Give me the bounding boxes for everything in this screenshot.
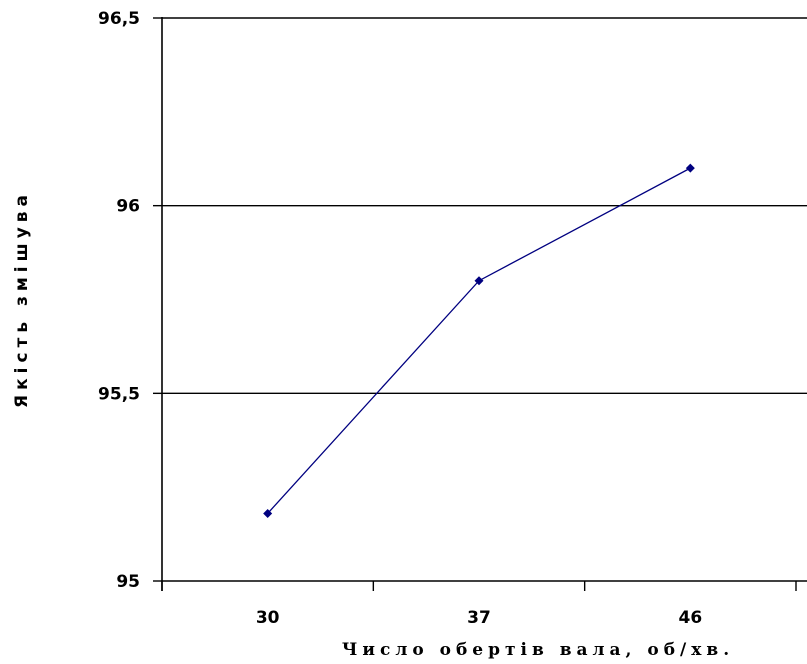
y-axis-ticks: 95 95,5 96 96,5 xyxy=(98,9,162,592)
y-tick-label-0: 95 xyxy=(116,572,140,592)
x-axis-ticks: 30 37 46 xyxy=(161,581,797,628)
y-tick-label-1: 95,5 xyxy=(98,384,140,404)
x-tick-label-1: 37 xyxy=(467,608,491,628)
y-axis-title: Якість змішува xyxy=(12,190,32,408)
y-tick-label-3: 96,5 xyxy=(98,9,140,29)
series-group xyxy=(263,163,695,518)
x-axis-title: Число обертів вала, об/хв. xyxy=(342,640,734,660)
series-line-0 xyxy=(267,167,691,514)
gridlines xyxy=(162,17,807,395)
data-point-0-1 xyxy=(474,276,484,286)
axes xyxy=(161,17,807,591)
x-tick-label-0: 30 xyxy=(256,608,280,628)
data-point-0-2 xyxy=(685,163,695,173)
y-tick-label-2: 96 xyxy=(116,197,140,217)
data-point-0-0 xyxy=(263,508,273,518)
x-tick-label-2: 46 xyxy=(678,608,702,628)
